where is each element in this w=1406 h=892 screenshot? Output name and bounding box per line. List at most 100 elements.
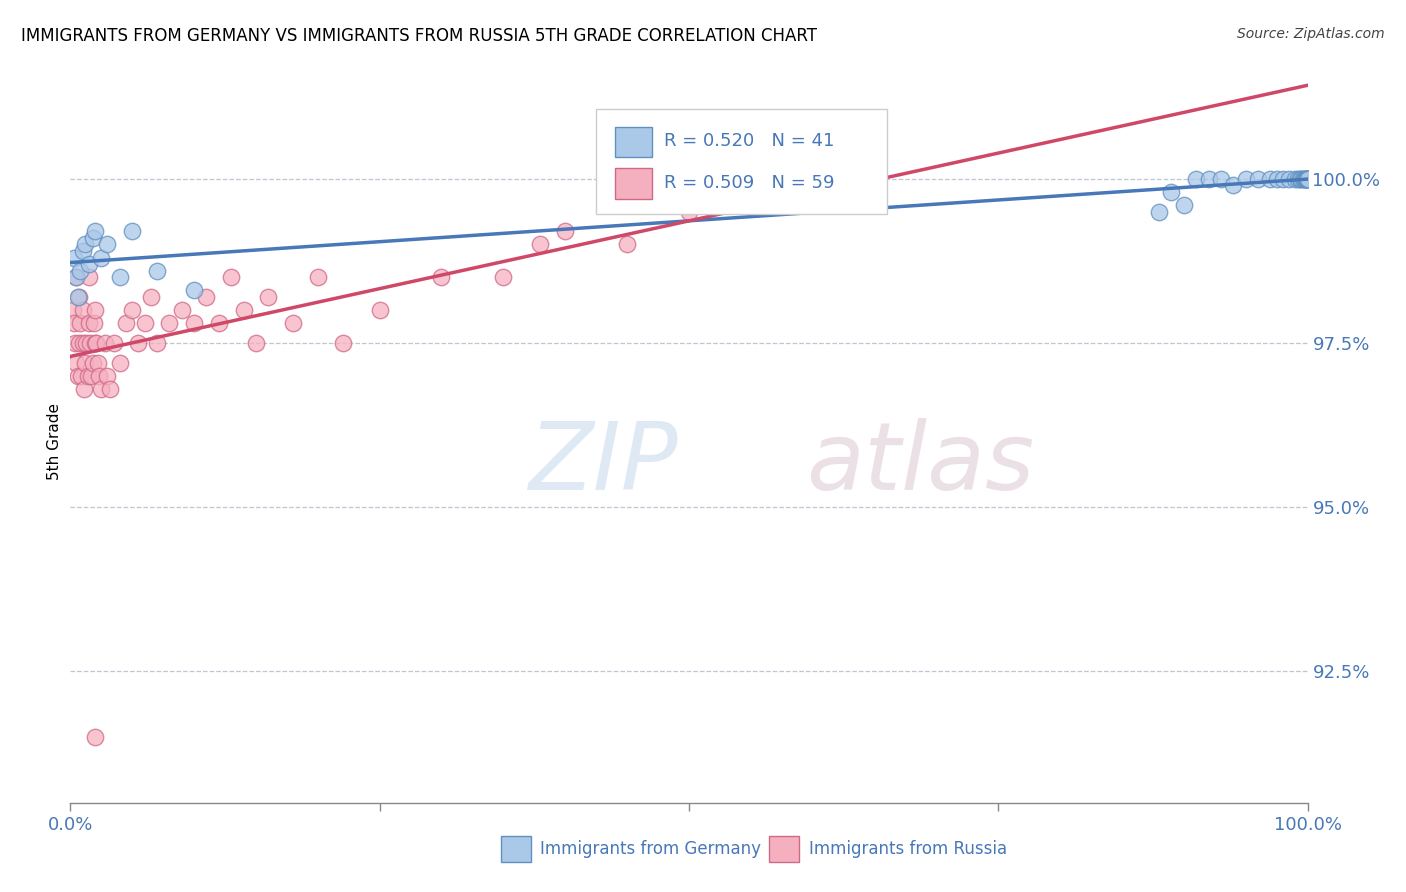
Point bbox=[1260, 171, 1282, 186]
Point bbox=[146, 336, 169, 351]
Point bbox=[146, 264, 169, 278]
Bar bbox=[769, 836, 799, 862]
Point bbox=[65, 336, 87, 351]
Point bbox=[84, 303, 107, 318]
Point bbox=[257, 290, 280, 304]
Point bbox=[1294, 171, 1316, 186]
Point bbox=[65, 270, 87, 285]
Point bbox=[430, 270, 453, 285]
Point bbox=[554, 224, 576, 238]
Point bbox=[77, 257, 100, 271]
Point bbox=[232, 303, 254, 318]
Point bbox=[108, 356, 131, 370]
Point bbox=[1296, 171, 1319, 186]
Point bbox=[219, 270, 242, 285]
Point bbox=[1295, 171, 1317, 186]
Point bbox=[69, 264, 91, 278]
Text: Source: ZipAtlas.com: Source: ZipAtlas.com bbox=[1237, 27, 1385, 41]
Point bbox=[77, 270, 100, 285]
Point bbox=[139, 290, 162, 304]
Point bbox=[1291, 171, 1313, 186]
Point bbox=[332, 336, 354, 351]
Point bbox=[82, 356, 104, 370]
Point bbox=[72, 336, 94, 351]
Point bbox=[108, 270, 131, 285]
Point bbox=[94, 336, 117, 351]
Point bbox=[195, 290, 218, 304]
Point bbox=[121, 224, 143, 238]
Point bbox=[86, 356, 108, 370]
Point bbox=[121, 303, 143, 318]
Point bbox=[307, 270, 329, 285]
Point bbox=[76, 368, 98, 383]
Point bbox=[66, 290, 89, 304]
FancyBboxPatch shape bbox=[596, 109, 887, 214]
Point bbox=[84, 224, 107, 238]
Point bbox=[72, 244, 94, 258]
Point bbox=[80, 368, 103, 383]
Text: atlas: atlas bbox=[807, 417, 1035, 508]
Point bbox=[73, 382, 96, 396]
Point bbox=[96, 237, 118, 252]
Point bbox=[87, 368, 110, 383]
Point bbox=[1296, 171, 1319, 186]
Point bbox=[1209, 171, 1232, 186]
Point bbox=[245, 336, 267, 351]
Point bbox=[1198, 171, 1220, 186]
Point bbox=[67, 336, 90, 351]
Y-axis label: 5th Grade: 5th Grade bbox=[46, 403, 62, 480]
Point bbox=[616, 237, 638, 252]
Point bbox=[63, 251, 86, 265]
Text: Immigrants from Germany: Immigrants from Germany bbox=[540, 840, 762, 858]
Point bbox=[83, 316, 105, 330]
Point bbox=[84, 730, 107, 744]
Point bbox=[134, 316, 156, 330]
Point bbox=[1286, 171, 1309, 186]
Text: IMMIGRANTS FROM GERMANY VS IMMIGRANTS FROM RUSSIA 5TH GRADE CORRELATION CHART: IMMIGRANTS FROM GERMANY VS IMMIGRANTS FR… bbox=[21, 27, 817, 45]
Point bbox=[75, 237, 97, 252]
Point bbox=[72, 303, 94, 318]
Point bbox=[183, 284, 205, 298]
Point bbox=[84, 336, 107, 351]
Point bbox=[208, 316, 231, 330]
Point bbox=[1173, 198, 1195, 212]
Point bbox=[1265, 171, 1288, 186]
Text: Immigrants from Russia: Immigrants from Russia bbox=[808, 840, 1007, 858]
Point bbox=[1296, 171, 1319, 186]
Point bbox=[70, 368, 93, 383]
Point bbox=[1292, 171, 1315, 186]
Point bbox=[1222, 178, 1244, 193]
Point bbox=[492, 270, 515, 285]
Point bbox=[63, 316, 86, 330]
Bar bbox=[501, 836, 530, 862]
Point bbox=[529, 237, 551, 252]
Point bbox=[90, 382, 112, 396]
Point bbox=[1278, 171, 1301, 186]
Point bbox=[1284, 171, 1306, 186]
Point bbox=[77, 316, 100, 330]
Point bbox=[1185, 171, 1208, 186]
Point bbox=[678, 204, 700, 219]
Point bbox=[1289, 171, 1312, 186]
Point bbox=[96, 368, 118, 383]
Point bbox=[1271, 171, 1294, 186]
Bar bbox=[614, 127, 652, 157]
Point bbox=[79, 336, 101, 351]
Point bbox=[115, 316, 138, 330]
Point bbox=[1295, 171, 1317, 186]
Point bbox=[183, 316, 205, 330]
Point bbox=[1147, 204, 1170, 219]
Point bbox=[84, 336, 107, 351]
Text: R = 0.520   N = 41: R = 0.520 N = 41 bbox=[664, 132, 835, 150]
Point bbox=[1160, 185, 1182, 199]
Point bbox=[90, 251, 112, 265]
Point bbox=[127, 336, 149, 351]
Text: R = 0.509   N = 59: R = 0.509 N = 59 bbox=[664, 174, 835, 192]
Point bbox=[75, 336, 97, 351]
Point bbox=[98, 382, 121, 396]
Point bbox=[157, 316, 180, 330]
Point bbox=[65, 356, 87, 370]
Point bbox=[1295, 171, 1317, 186]
Point bbox=[66, 368, 89, 383]
Point bbox=[1234, 171, 1257, 186]
